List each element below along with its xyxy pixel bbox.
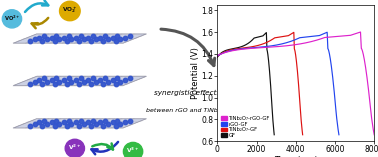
TiNb₂O₇-GF: [215, 56, 220, 58]
GF: [247, 42, 251, 44]
TiNb₂O₇-rGO-GF: [217, 54, 221, 56]
GF: [272, 134, 276, 136]
TiNb₂O₇-GF: [291, 31, 296, 33]
rGO-GF: [336, 128, 340, 130]
Line: TiNb₂O₇-GF: TiNb₂O₇-GF: [217, 32, 303, 135]
TiNb₂O₇-rGO-GF: [307, 41, 312, 43]
TiNb₂O₇-rGO-GF: [293, 44, 297, 46]
Text: $\mathregular{V^{2+}}$: $\mathregular{V^{2+}}$: [68, 143, 82, 152]
Polygon shape: [13, 34, 146, 43]
TiNb₂O₇-GF: [256, 44, 261, 46]
TiNb₂O₇-rGO-GF: [215, 55, 220, 57]
Y-axis label: Potential (V): Potential (V): [191, 47, 200, 99]
Polygon shape: [13, 76, 146, 86]
TiNb₂O₇-GF: [229, 49, 233, 51]
rGO-GF: [216, 54, 221, 56]
Text: synergistic effects: synergistic effects: [154, 90, 220, 96]
TiNb₂O₇-GF: [300, 128, 304, 130]
TiNb₂O₇-rGO-GF: [358, 31, 363, 33]
rGO-GF: [286, 41, 291, 43]
Text: $\mathregular{V^{3+}}$: $\mathregular{V^{3+}}$: [126, 146, 140, 155]
GF: [244, 44, 248, 46]
Polygon shape: [13, 119, 146, 128]
TiNb₂O₇-GF: [265, 41, 269, 43]
TiNb₂O₇-GF: [260, 43, 265, 45]
rGO-GF: [215, 55, 220, 57]
Circle shape: [123, 142, 143, 157]
rGO-GF: [280, 43, 284, 45]
GF: [271, 128, 276, 130]
Circle shape: [60, 1, 80, 21]
TiNb₂O₇-GF: [301, 134, 305, 136]
TiNb₂O₇-rGO-GF: [241, 48, 245, 50]
GF: [224, 49, 228, 51]
TiNb₂O₇-rGO-GF: [299, 43, 304, 45]
rGO-GF: [274, 44, 279, 46]
Text: $\mathregular{VO_2^+}$: $\mathregular{VO_2^+}$: [62, 5, 77, 15]
rGO-GF: [235, 49, 239, 50]
TiNb₂O₇-rGO-GF: [371, 128, 375, 130]
Legend: TiNb₂O₇-rGO-GF, rGO-GF, TiNb₂O₇-GF, GF: TiNb₂O₇-rGO-GF, rGO-GF, TiNb₂O₇-GF, GF: [220, 115, 271, 139]
GF: [215, 56, 220, 58]
X-axis label: Time (sec): Time (sec): [274, 156, 318, 157]
Text: $\mathregular{VO^{2+}}$: $\mathregular{VO^{2+}}$: [4, 13, 20, 23]
Line: rGO-GF: rGO-GF: [217, 32, 339, 135]
TiNb₂O₇-GF: [216, 55, 220, 57]
Line: TiNb₂O₇-rGO-GF: TiNb₂O₇-rGO-GF: [217, 32, 374, 135]
TiNb₂O₇-rGO-GF: [372, 134, 376, 136]
rGO-GF: [325, 31, 329, 33]
rGO-GF: [337, 134, 341, 136]
GF: [264, 32, 269, 33]
Circle shape: [65, 139, 85, 157]
GF: [242, 45, 246, 47]
GF: [215, 56, 220, 57]
Text: between rGO and TiNb₂O₇: between rGO and TiNb₂O₇: [146, 108, 228, 114]
Line: GF: GF: [217, 32, 274, 135]
Circle shape: [2, 10, 22, 28]
